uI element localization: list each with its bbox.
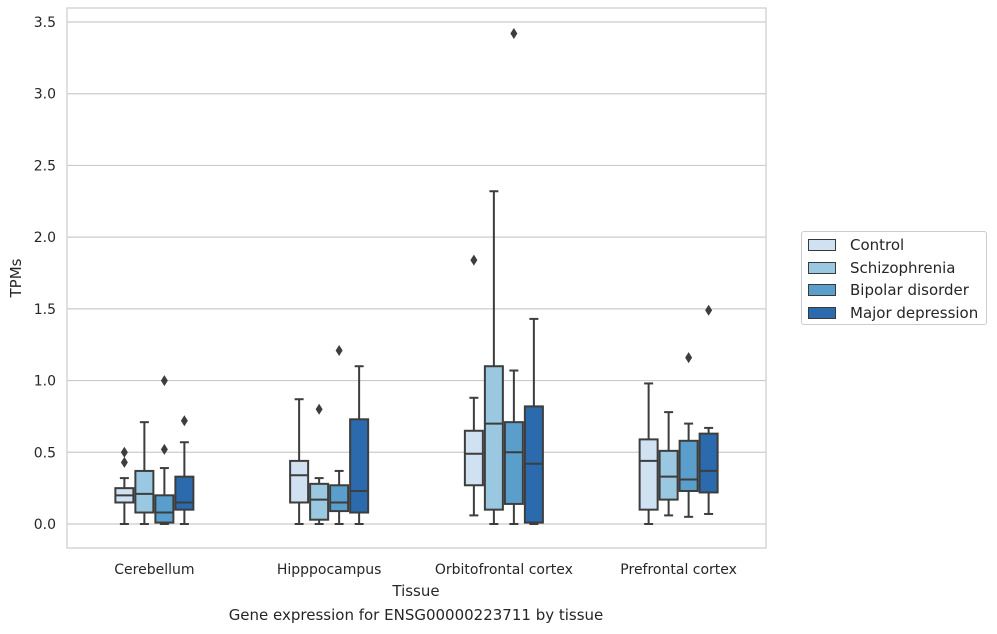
box-schizophrenia bbox=[309, 403, 330, 525]
box-iqr bbox=[638, 438, 659, 511]
x-tick-label: Orbitofrontal cortex bbox=[435, 562, 573, 578]
y-tick-label: 2.5 bbox=[34, 158, 56, 174]
y-tick-label: 0.0 bbox=[34, 517, 56, 533]
box-iqr bbox=[678, 439, 699, 493]
box-major-depression bbox=[349, 365, 370, 525]
box-iqr bbox=[483, 365, 504, 511]
legend-label: Control bbox=[850, 236, 905, 254]
y-tick-labels: 0.0 0.5 1.0 1.5 2.0 2.5 3.0 3.5 bbox=[34, 15, 56, 533]
legend-swatch bbox=[808, 306, 836, 319]
box-iqr bbox=[174, 475, 195, 511]
chart-caption: Gene expression for ENSG00000223711 by t… bbox=[228, 606, 604, 624]
box-iqr bbox=[698, 432, 719, 494]
y-tick-label: 3.0 bbox=[34, 87, 56, 103]
box-bipolar-disorder bbox=[503, 27, 524, 525]
legend-swatch bbox=[808, 284, 836, 296]
box-iqr bbox=[154, 494, 175, 524]
box-bipolar-disorder bbox=[678, 352, 699, 518]
outlier-point bbox=[120, 446, 128, 458]
y-tick-label: 2.0 bbox=[34, 230, 56, 246]
box-schizophrenia bbox=[134, 421, 155, 525]
legend-swatch bbox=[808, 239, 836, 251]
x-tick-label: Cerebellum bbox=[114, 562, 194, 578]
box-bipolar-disorder bbox=[329, 344, 350, 525]
y-tick-label: 3.5 bbox=[34, 15, 56, 31]
outlier-point bbox=[315, 403, 323, 415]
box-iqr bbox=[463, 429, 484, 487]
box-control bbox=[638, 382, 659, 525]
box-control bbox=[114, 446, 135, 525]
box-iqr bbox=[289, 459, 310, 504]
y-tick-label: 1.5 bbox=[34, 302, 56, 318]
legend-item: Schizophrenia bbox=[808, 259, 955, 277]
legend-item: Major depression bbox=[808, 304, 978, 322]
box-major-depression bbox=[523, 317, 544, 525]
legend-label: Bipolar disorder bbox=[850, 281, 969, 299]
box-bipolar-disorder bbox=[154, 375, 175, 525]
box-schizophrenia bbox=[483, 190, 504, 525]
legend-label: Major depression bbox=[850, 303, 979, 322]
outlier-point bbox=[705, 304, 713, 316]
outlier-point bbox=[470, 254, 478, 266]
box-iqr bbox=[309, 482, 330, 521]
outlier-point bbox=[510, 27, 518, 39]
legend-item: Bipolar disorder bbox=[808, 281, 969, 299]
box-major-depression bbox=[698, 304, 719, 515]
box-major-depression bbox=[174, 415, 195, 525]
legend-label: Schizophrenia bbox=[850, 258, 956, 277]
x-tick-label: Hipppocampus bbox=[277, 562, 382, 578]
legend: Control Schizophrenia Bipolar disorder Majo… bbox=[801, 231, 987, 325]
box-iqr bbox=[503, 421, 524, 505]
legend-item: Control bbox=[808, 236, 904, 254]
box-control bbox=[289, 398, 310, 525]
y-tick-label: 1.0 bbox=[34, 374, 56, 390]
box-iqr bbox=[134, 469, 155, 514]
outlier-point bbox=[160, 375, 168, 387]
outlier-point bbox=[335, 344, 343, 356]
box-iqr bbox=[658, 449, 679, 501]
outlier-point bbox=[120, 456, 128, 468]
y-tick-label: 0.5 bbox=[34, 445, 56, 461]
x-tick-label: Prefrontal cortex bbox=[620, 562, 737, 578]
y-axis-label: TPMs bbox=[7, 258, 25, 298]
box-iqr bbox=[349, 418, 370, 514]
outlier-point bbox=[180, 415, 188, 427]
box-iqr bbox=[329, 484, 350, 513]
x-axis-label: Tissue bbox=[391, 582, 439, 600]
outlier-point bbox=[160, 443, 168, 455]
x-tick-labels: Cerebellum Hipppocampus Orbitofrontal cort… bbox=[114, 562, 737, 578]
box-series bbox=[114, 27, 719, 525]
legend-swatch bbox=[808, 261, 836, 274]
box-schizophrenia bbox=[658, 411, 679, 517]
box-control bbox=[463, 254, 484, 517]
outlier-point bbox=[685, 352, 693, 364]
